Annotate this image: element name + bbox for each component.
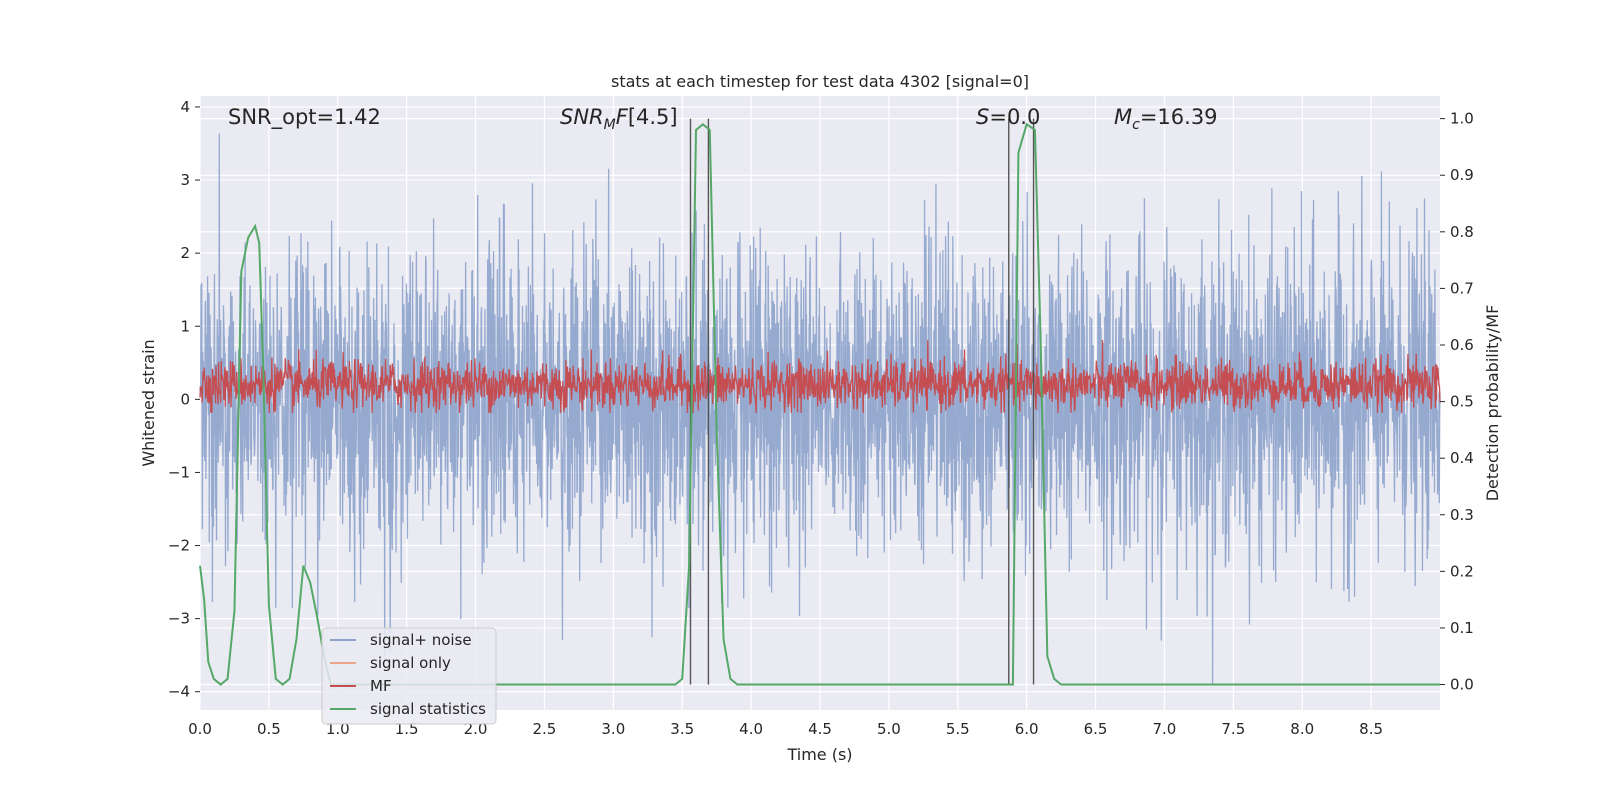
y2-tick-label: 0.9 xyxy=(1450,166,1474,184)
x-tick-label: 3.0 xyxy=(601,720,625,738)
x-tick-labels: 0.0 0.5 1.0 1.5 2.0 2.5 3.0 3.5 4.0 4.5 5.0 5.5 6.0 6… xyxy=(188,720,1383,738)
legend-label-signal-plus-noise: signal+ noise xyxy=(370,631,472,649)
y-tick-label: −3 xyxy=(168,610,190,628)
y-tick-label: −4 xyxy=(168,683,190,701)
x-tick-label: 8.5 xyxy=(1359,720,1383,738)
x-tick-label: 4.0 xyxy=(739,720,763,738)
chart-title: stats at each timestep for test data 430… xyxy=(611,72,1029,91)
signal-plus-noise-line xyxy=(199,133,1441,685)
y2-tick-label: 0.2 xyxy=(1450,562,1474,580)
y2-tick-label: 0.1 xyxy=(1450,619,1474,637)
y2-tick-label: 0.8 xyxy=(1450,223,1474,241)
x-tick-label: 7.0 xyxy=(1153,720,1177,738)
legend: signal+ noise signal only MF signal stat… xyxy=(321,627,497,725)
y-tick-labels: −4 −3 −2 −1 0 1 2 3 4 xyxy=(168,98,200,701)
signal-statistics-series xyxy=(199,122,1440,686)
annotation-snr-mf-value: [4.5] xyxy=(628,105,678,129)
x-tick-label: 6.5 xyxy=(1084,720,1108,738)
y-tick-label: 0 xyxy=(180,390,190,408)
x-tick-label: 0.0 xyxy=(188,720,212,738)
x-tick-label: 8.0 xyxy=(1290,720,1314,738)
y-tick-label: −2 xyxy=(168,537,190,555)
legend-label-signal-only: signal only xyxy=(370,654,451,672)
annotation-s-value: =0.0 xyxy=(989,105,1040,129)
x-tick-label: 0.5 xyxy=(257,720,281,738)
annotation-mc-value: =16.39 xyxy=(1140,105,1218,129)
y2-tick-label: 0.5 xyxy=(1450,393,1474,411)
y-tick-label: 3 xyxy=(180,171,190,189)
annotation-snr-opt: SNR_opt=1.42 xyxy=(228,105,381,130)
y-tick-label: 4 xyxy=(180,98,190,116)
legend-label-mf: MF xyxy=(370,677,392,695)
y2-tick-label: 0.0 xyxy=(1450,676,1474,694)
y2-tick-label: 1.0 xyxy=(1450,110,1474,128)
y2-tick-label: 0.7 xyxy=(1450,279,1474,297)
x-tick-label: 3.5 xyxy=(670,720,694,738)
vertical-marker-lines xyxy=(689,118,1035,685)
legend-label-signal-statistics: signal statistics xyxy=(370,700,486,718)
legend-box xyxy=(321,627,497,725)
y2-tick-label: 0.4 xyxy=(1450,449,1474,467)
y2-axis-label: Detection probability/MF xyxy=(1483,305,1502,502)
x-tick-label: 4.5 xyxy=(808,720,832,738)
x-tick-label: 5.5 xyxy=(946,720,970,738)
y-axis-label: Whitened strain xyxy=(139,339,158,466)
x-tick-label: 7.5 xyxy=(1221,720,1245,738)
mf-series xyxy=(199,339,1441,413)
x-tick-label: 2.5 xyxy=(533,720,557,738)
annotation-s: S=0.0 xyxy=(976,105,1040,129)
annotation-mc: Mc=16.39 xyxy=(1114,105,1218,133)
y2-tick-label: 0.6 xyxy=(1450,336,1474,354)
y-tick-label: 1 xyxy=(180,317,190,335)
y2-tick-labels: 0.0 0.1 0.2 0.3 0.4 0.5 0.6 0.7 0.8 0.9 1.0 xyxy=(1440,110,1474,694)
y-tick-label: 2 xyxy=(180,244,190,262)
x-tick-label: 6.0 xyxy=(1015,720,1039,738)
x-tick-label: 5.0 xyxy=(877,720,901,738)
x-axis-label: Time (s) xyxy=(786,745,852,764)
signal-plus-noise-series xyxy=(199,133,1441,685)
y2-tick-label: 0.3 xyxy=(1450,506,1474,524)
annotation-snr-mf: SNRMF[4.5] xyxy=(560,105,678,133)
mf-line xyxy=(199,339,1441,413)
signal-statistics-line xyxy=(199,122,1440,686)
y-tick-label: −1 xyxy=(168,463,190,481)
